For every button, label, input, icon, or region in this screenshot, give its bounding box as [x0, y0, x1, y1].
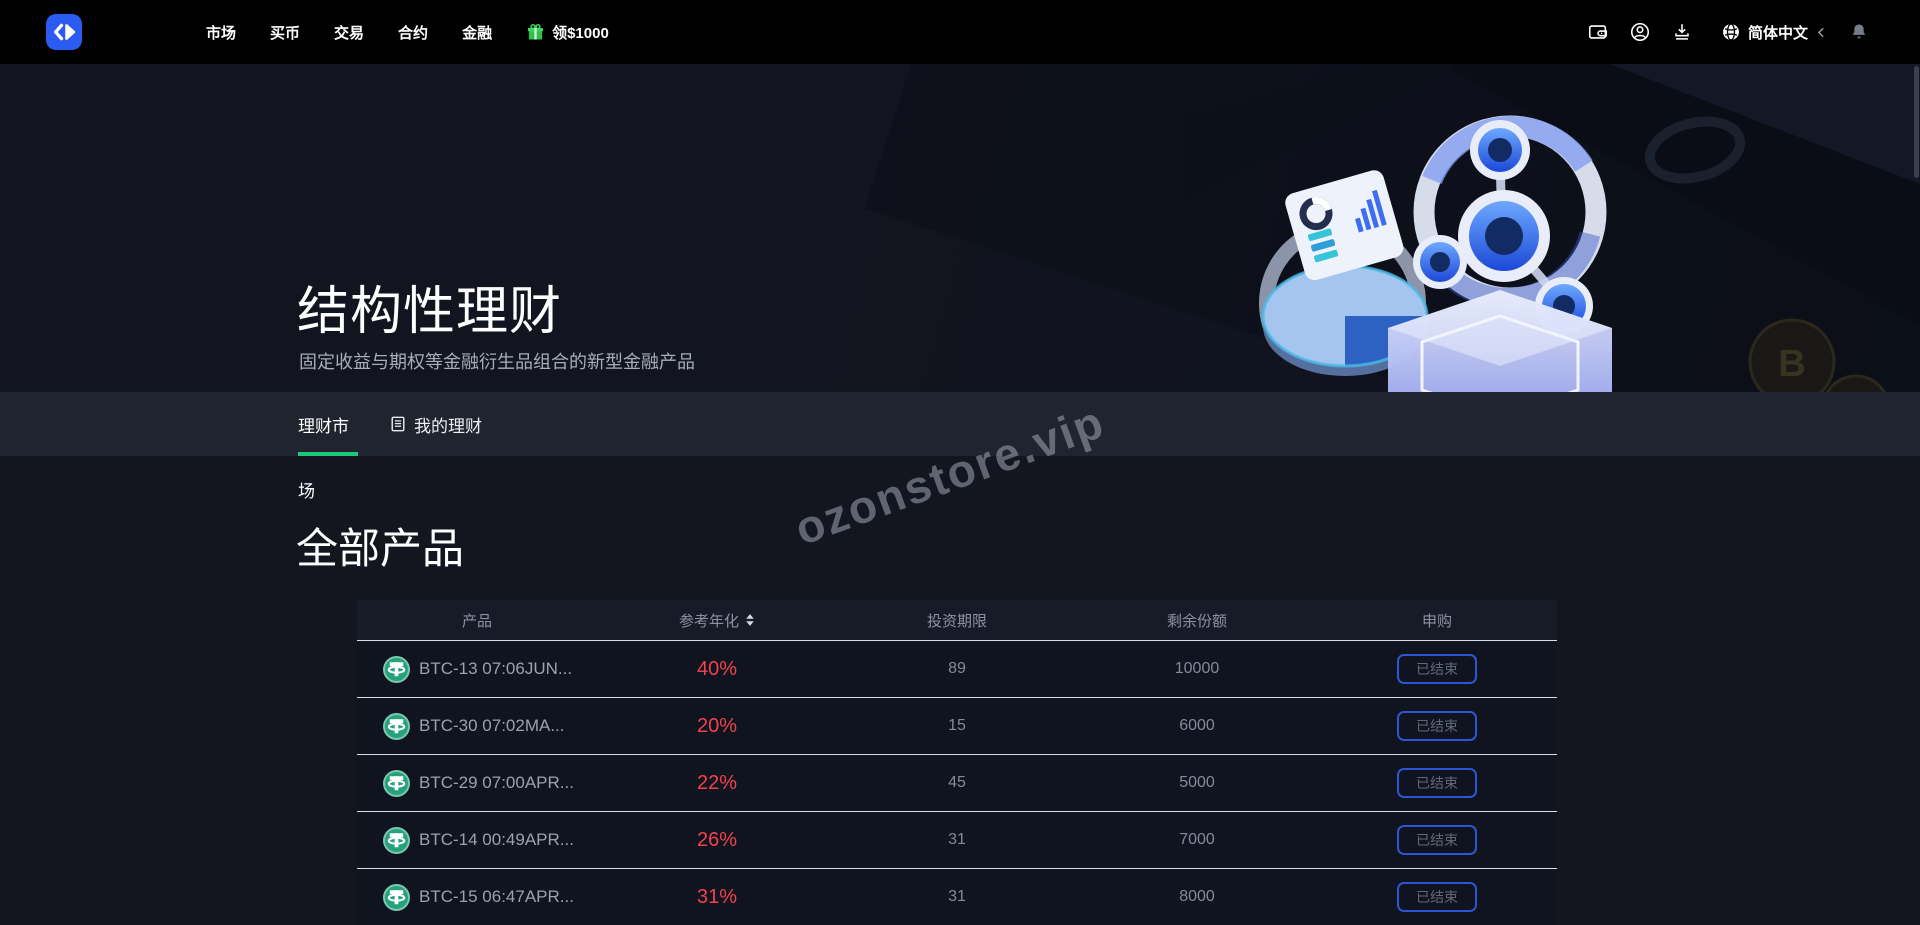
- main-menu: 市场 买币 交易 合约 金融 领$1000: [206, 0, 609, 64]
- term-value: 15: [948, 717, 966, 734]
- logo-code-icon: [54, 23, 76, 41]
- site-logo[interactable]: [46, 14, 82, 50]
- table-row[interactable]: BTC-14 00:49APR... 26% 31 7000 已结束: [357, 812, 1557, 869]
- usdt-icon: [383, 883, 410, 911]
- tab-label-overflow: 场: [298, 482, 315, 501]
- table-row[interactable]: BTC-30 07:02MA... 20% 15 6000 已结束: [357, 698, 1557, 755]
- table-row[interactable]: BTC-15 06:47APR... 31% 31 8000 已结束: [357, 869, 1557, 925]
- globe-icon: [1723, 23, 1739, 41]
- section-title: 全部产品: [296, 525, 465, 572]
- tab-my-finance-label: 我的理财: [414, 416, 482, 436]
- language-selector[interactable]: 简体中文: [1721, 22, 1828, 43]
- content-area: 场 全部产品 产品 参考年化 投资期限 剩余份额 申购: [0, 456, 1920, 925]
- col-subscribe: 申购: [1421, 612, 1452, 630]
- menu-item-buy[interactable]: 买币: [270, 24, 301, 42]
- remaining-value: 8000: [1179, 888, 1215, 905]
- term-value: 89: [948, 660, 966, 677]
- subscribe-ended-button[interactable]: 已结束: [1397, 711, 1477, 741]
- document-icon: [391, 416, 405, 432]
- product-cell: BTC-13 07:06JUN...: [357, 655, 597, 683]
- action-cell: 已结束: [1317, 768, 1557, 798]
- remaining-value: 5000: [1179, 774, 1215, 791]
- usdt-icon: [383, 826, 410, 854]
- product-cell: BTC-29 07:00APR...: [357, 769, 597, 797]
- product-name: BTC-13 07:06JUN...: [419, 659, 573, 678]
- term-value: 45: [948, 774, 966, 791]
- nav-right-group: 简体中文: [1587, 0, 1870, 64]
- col-apy[interactable]: 参考年化: [597, 610, 837, 631]
- tab-my-finance[interactable]: 我的理财: [390, 392, 482, 456]
- product-name: BTC-15 06:47APR...: [419, 887, 574, 906]
- apy-value: 20%: [696, 714, 738, 737]
- gift-icon: [527, 23, 544, 40]
- product-name: BTC-29 07:00APR...: [419, 773, 574, 792]
- top-nav: 市场 买币 交易 合约 金融 领$1000: [0, 0, 1920, 64]
- apy-value: 26%: [696, 828, 738, 851]
- usdt-icon: [383, 712, 410, 740]
- subscribe-ended-button[interactable]: 已结束: [1397, 882, 1477, 912]
- page-subtitle: 固定收益与期权等金融衍生品组合的新型金融产品: [299, 352, 695, 372]
- remaining-value: 10000: [1174, 660, 1220, 677]
- menu-item-trade[interactable]: 交易: [334, 24, 365, 42]
- usdt-icon: [383, 769, 410, 797]
- account-icon[interactable]: [1629, 21, 1651, 43]
- apy-value: 40%: [696, 657, 738, 680]
- action-cell: 已结束: [1317, 825, 1557, 855]
- tab-finance-market-label: 理财市: [298, 417, 349, 436]
- promo-label: 领$1000: [552, 24, 609, 42]
- remaining-value: 7000: [1179, 831, 1215, 848]
- usdt-icon: [383, 655, 410, 683]
- apy-value: 22%: [696, 771, 738, 794]
- sort-icon[interactable]: [745, 613, 755, 627]
- table-header: 产品 参考年化 投资期限 剩余份额 申购: [357, 600, 1557, 641]
- col-term: 投资期限: [926, 612, 987, 630]
- menu-item-market[interactable]: 市场: [206, 24, 237, 42]
- action-cell: 已结束: [1317, 882, 1557, 912]
- product-cell: BTC-15 06:47APR...: [357, 883, 597, 911]
- product-name: BTC-30 07:02MA...: [419, 716, 565, 735]
- subscribe-ended-button[interactable]: 已结束: [1397, 825, 1477, 855]
- table-row[interactable]: BTC-13 07:06JUN... 40% 89 10000 已结束: [357, 641, 1557, 698]
- apy-value: 31%: [696, 885, 738, 908]
- action-cell: 已结束: [1317, 654, 1557, 684]
- menu-item-finance[interactable]: 金融: [462, 24, 493, 42]
- remaining-value: 6000: [1179, 717, 1215, 734]
- product-cell: BTC-14 00:49APR...: [357, 826, 597, 854]
- language-label: 简体中文: [1747, 24, 1808, 42]
- tab-bar: 理财市 我的理财: [0, 392, 1920, 456]
- active-tab-underline: [298, 452, 358, 456]
- tab-finance-market[interactable]: 理财市: [298, 392, 358, 456]
- menu-item-contract[interactable]: 合约: [398, 24, 429, 42]
- term-value: 31: [948, 831, 966, 848]
- svg-text:B: B: [1778, 343, 1805, 385]
- chevron-left-icon: [1817, 27, 1824, 37]
- page-title: 结构性理财: [297, 283, 563, 341]
- col-remaining: 剩余份额: [1166, 612, 1227, 630]
- hero-banner: B B 结构性理财 固定收益与期权等金融衍生品组合的新型金融产品: [0, 64, 1920, 392]
- action-cell: 已结束: [1317, 711, 1557, 741]
- subscribe-ended-button[interactable]: 已结束: [1397, 768, 1477, 798]
- wallet-icon[interactable]: [1587, 21, 1609, 43]
- products-table: 产品 参考年化 投资期限 剩余份额 申购 BTC: [357, 600, 1557, 925]
- col-product: 产品: [461, 612, 492, 630]
- promo-bonus[interactable]: 领$1000: [526, 22, 609, 43]
- download-icon[interactable]: [1671, 21, 1693, 43]
- product-name: BTC-14 00:49APR...: [419, 830, 574, 849]
- product-cell: BTC-30 07:02MA...: [357, 712, 597, 740]
- hero-3d-illustration: B B: [1180, 64, 1920, 392]
- subscribe-ended-button[interactable]: 已结束: [1397, 654, 1477, 684]
- table-row[interactable]: BTC-29 07:00APR... 22% 45 5000 已结束: [357, 755, 1557, 812]
- term-value: 31: [948, 888, 966, 905]
- scrollbar-thumb[interactable]: [1914, 66, 1919, 178]
- bell-icon[interactable]: [1848, 21, 1870, 43]
